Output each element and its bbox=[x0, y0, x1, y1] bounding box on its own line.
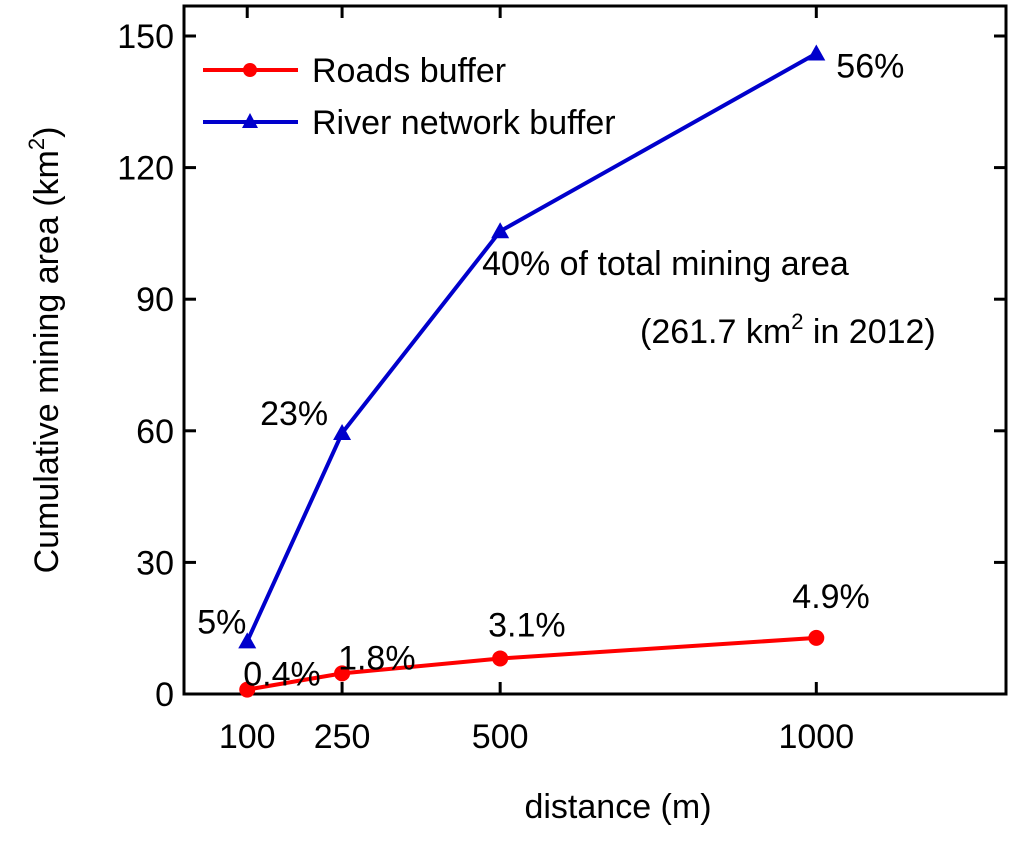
series-roads-buffer: 0.4% 1.8% 3.1% 4.9% bbox=[239, 578, 870, 698]
data-point bbox=[492, 650, 509, 667]
data-label: 1.8% bbox=[338, 639, 416, 677]
data-label: 40% of total mining area bbox=[482, 245, 849, 283]
legend-marker-river bbox=[242, 113, 258, 128]
data-point bbox=[491, 222, 510, 239]
data-label: 23% bbox=[260, 395, 328, 433]
legend: Roads buffer River network buffer bbox=[203, 52, 616, 142]
series-river-network-buffer: 5% 23% 40% of total mining area 56% bbox=[197, 44, 904, 649]
data-label: 3.1% bbox=[488, 606, 565, 644]
legend-marker-roads bbox=[243, 63, 257, 77]
y-tick-label: 90 bbox=[136, 281, 174, 319]
legend-label-river: River network buffer bbox=[312, 104, 616, 142]
y-axis-title: Cumulative mining area (km2) bbox=[24, 127, 66, 574]
x-tick-label: 100 bbox=[219, 718, 276, 756]
data-point bbox=[238, 632, 257, 649]
total-area-note: (261.7 km2 in 2012) bbox=[640, 309, 936, 351]
x-tick-label: 1000 bbox=[778, 718, 854, 756]
legend-label-roads: Roads buffer bbox=[312, 52, 506, 90]
data-point bbox=[807, 44, 826, 61]
y-axis-title-sup: 2 bbox=[24, 138, 49, 150]
y-tick-label: 0 bbox=[155, 676, 174, 714]
data-point bbox=[334, 665, 351, 682]
x-axis-title: distance (m) bbox=[524, 788, 711, 826]
total-area-note-sup: 2 bbox=[791, 309, 803, 334]
data-point bbox=[808, 629, 825, 646]
y-tick-label: 30 bbox=[136, 544, 174, 582]
total-area-note-end: in 2012) bbox=[803, 313, 935, 351]
data-label: 4.9% bbox=[792, 578, 870, 616]
data-point bbox=[333, 423, 352, 440]
data-label: 0.4% bbox=[243, 656, 321, 694]
y-axis: 0 30 60 90 120 150 bbox=[117, 18, 1006, 714]
series-layer: 0.4% 1.8% 3.1% 4.9% 5% 23% 40% of total mining… bbox=[197, 44, 904, 698]
series-line bbox=[246, 635, 817, 692]
y-tick-label: 120 bbox=[117, 150, 174, 188]
y-axis-title-end: ) bbox=[28, 127, 66, 138]
y-tick-label: 150 bbox=[117, 18, 174, 56]
data-label: 56% bbox=[836, 48, 904, 86]
x-tick-label: 250 bbox=[314, 718, 371, 756]
data-label: 5% bbox=[197, 603, 246, 641]
series-line bbox=[245, 51, 818, 643]
y-tick-label: 60 bbox=[136, 413, 174, 451]
x-axis: 100 250 500 1000 bbox=[219, 6, 854, 756]
x-tick-label: 500 bbox=[472, 718, 529, 756]
data-point bbox=[239, 681, 256, 698]
plot-frame bbox=[182, 4, 1008, 696]
